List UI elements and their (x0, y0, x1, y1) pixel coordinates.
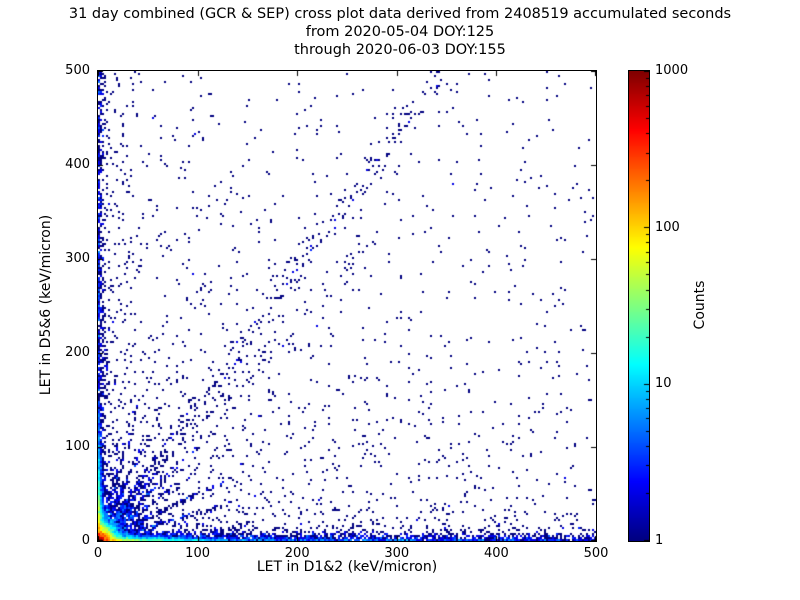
y-tick-label: 200 (65, 345, 90, 360)
colorbar-label: Counts (692, 280, 708, 330)
y-tick-label: 300 (65, 251, 90, 266)
y-tick-label: 0 (81, 533, 90, 548)
x-axis-label: LET in D1&2 (keV/micron) (256, 559, 438, 575)
colorbar (628, 70, 650, 542)
y-tick-label: 400 (65, 157, 90, 172)
colorbar-tick-label: 1 (655, 533, 664, 548)
colorbar-tick-label: 10 (655, 376, 672, 392)
y-tick-label: 100 (65, 439, 90, 454)
chart-title: 31 day combined (GCR & SEP) cross plot d… (0, 5, 800, 59)
x-tick-label: 300 (384, 546, 410, 561)
x-tick-label: 0 (93, 546, 103, 561)
scatter-canvas (98, 71, 596, 541)
plot-area (97, 70, 597, 542)
colorbar-tick-label: 100 (655, 219, 680, 235)
colorbar-tick-label: 1000 (655, 63, 689, 78)
y-tick-label: 500 (65, 63, 90, 78)
x-tick-label: 100 (185, 546, 211, 561)
x-tick-label: 400 (483, 546, 509, 561)
chart-title-line-2: from 2020-05-04 DOY:125 (305, 24, 495, 40)
x-tick-label: 200 (284, 546, 310, 561)
chart-title-line-1: 31 day combined (GCR & SEP) cross plot d… (68, 6, 732, 22)
chart-title-line-3: through 2020-06-03 DOY:155 (294, 42, 506, 58)
x-tick-label: 500 (583, 546, 609, 561)
colorbar-canvas (629, 71, 649, 541)
y-axis-label: LET in D5&6 (keV/micron) (38, 214, 54, 396)
